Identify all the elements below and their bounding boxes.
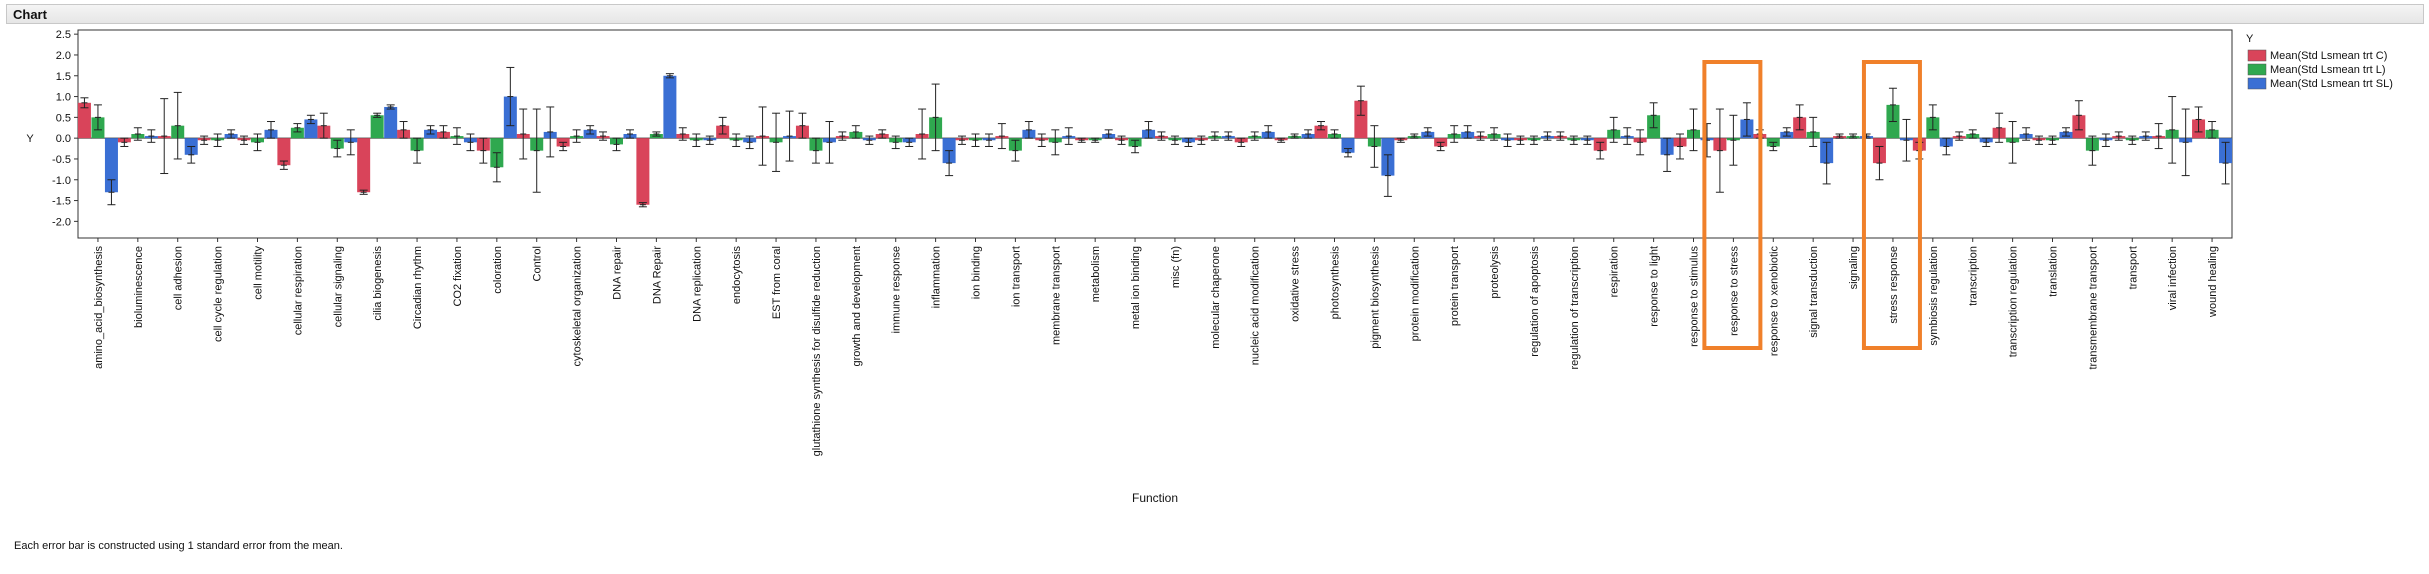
legend-entry: Mean(Std Lsmean trt L) [2270, 64, 2386, 76]
x-tick-label: response to xenobiotic [1768, 246, 1780, 357]
y-tick-label: 1.5 [56, 71, 71, 83]
highlight-box [1861, 60, 1922, 350]
x-tick-label: pigment biosynthesis [1369, 246, 1381, 349]
x-tick-label: CO2 fixation [452, 246, 464, 307]
x-tick-label: misc (fn) [1170, 246, 1182, 288]
x-tick-label: protein modification [1409, 246, 1421, 341]
x-tick-label: bioluminescence [133, 246, 145, 328]
x-tick-label: oxidative stress [1290, 246, 1302, 322]
x-tick-label: DNA Repair [651, 246, 663, 304]
y-tick-label: 0.0 [56, 133, 71, 145]
legend: Y Mean(Std Lsmean trt C) Mean(Std Lsmean … [2246, 33, 2393, 90]
x-tick-label: molecular chaperone [1210, 246, 1222, 349]
x-tick-label: cilia biogenesis [372, 246, 384, 321]
x-tick-label: transmembrane transport [2087, 246, 2099, 370]
x-tick-label: signal transduction [1808, 246, 1820, 338]
x-tick-label: growth and development [851, 246, 863, 366]
x-tick-label: regulation of transcription [1569, 246, 1581, 370]
bar [636, 138, 650, 205]
bar [77, 102, 91, 139]
highlight-boxes [1702, 60, 1922, 350]
x-tick-label: ion transport [1010, 246, 1022, 307]
bar [1314, 125, 1328, 139]
y-axis-label: Y [26, 133, 34, 145]
legend-swatch [2247, 49, 2267, 62]
x-tick-label: endocytosis [731, 246, 743, 305]
legend-entry: Mean(Std Lsmean trt SL) [2270, 78, 2393, 90]
y-axis: 2.5 2.0 1.5 1.0 0.5 0.0 -0.5 -1.0 -1.5 -2.0 [52, 29, 78, 228]
bar [357, 138, 371, 193]
x-tick-label: regulation of apoptosis [1529, 246, 1541, 357]
y-tick-label: 0.5 [56, 112, 71, 124]
x-tick-label: transcription regulation [2008, 246, 2020, 357]
x-tick-label: cellular signaling [332, 246, 344, 327]
y-tick-label: -2.0 [52, 216, 71, 228]
x-tick-label: viral infection [2167, 246, 2179, 310]
x-tick-label: amino_acid_biosynthesis [93, 246, 105, 369]
y-tick-label: -0.5 [52, 154, 71, 166]
bar [277, 138, 291, 166]
x-tick-label: DNA repair [612, 246, 624, 300]
y-tick-label: 1.0 [56, 92, 71, 104]
bar [663, 75, 677, 139]
x-tick-label: cellular respiration [292, 246, 304, 335]
x-tick-label: transcription [1968, 246, 1980, 306]
x-tick-label: ion binding [971, 246, 983, 299]
x-tick-label: cell adhesion [173, 246, 185, 310]
x-tick-label: photosynthesis [1330, 246, 1342, 320]
x-tick-label: protein transport [1449, 246, 1461, 326]
x-tick-label: proteolysis [1489, 246, 1501, 299]
x-axis: amino_acid_biosynthesis bioluminescence ce… [93, 238, 2219, 456]
x-tick-label: transport [2127, 246, 2139, 289]
x-tick-label: signaling [1848, 246, 1860, 289]
x-tick-label: cell motility [253, 246, 265, 300]
x-tick-label: cytoskeletal organization [572, 246, 584, 366]
x-tick-label: glutathione synthesis for disulfide redu… [811, 246, 823, 456]
legend-swatch [2247, 77, 2267, 90]
x-tick-label: membrane transport [1050, 246, 1062, 345]
x-tick-label: symbiosis regulation [1928, 246, 1940, 346]
window-title: Chart [13, 7, 47, 22]
legend-entry: Mean(Std Lsmean trt C) [2270, 50, 2387, 62]
x-tick-label: Control [532, 246, 544, 281]
bars-layer [77, 75, 2233, 205]
bar [290, 127, 304, 139]
x-tick-label: Circadian rhythm [412, 246, 424, 329]
x-tick-label: EST from coral [771, 246, 783, 319]
bar [104, 138, 118, 193]
x-tick-label: metabolism [1090, 246, 1102, 302]
y-tick-label: 2.0 [56, 50, 71, 62]
bar [370, 115, 384, 139]
y-tick-label: 2.5 [56, 29, 71, 41]
footnote: Each error bar is constructed using 1 st… [14, 540, 343, 552]
error-bars-layer [80, 66, 2230, 208]
x-tick-label: respiration [1609, 246, 1621, 297]
x-tick-label: response to light [1649, 246, 1661, 327]
x-tick-label: inflammation [931, 246, 943, 308]
bar [384, 106, 398, 139]
x-axis-label: Function [1132, 491, 1178, 505]
x-tick-label: DNA replication [691, 246, 703, 322]
x-tick-label: coloration [492, 246, 504, 294]
x-tick-label: wound healing [2207, 246, 2219, 318]
x-tick-label: immune response [891, 246, 903, 333]
highlight-box [1702, 60, 1763, 350]
x-tick-label: stress response [1888, 246, 1900, 324]
x-tick-label: response to stimulus [1689, 246, 1701, 347]
legend-title: Y [2246, 33, 2254, 45]
x-tick-label: nucleic acid modification [1250, 246, 1262, 365]
bar [304, 119, 318, 139]
y-tick-label: -1.5 [52, 196, 71, 208]
legend-swatch [2247, 63, 2267, 76]
bar [1341, 138, 1355, 153]
x-tick-label: translation [2048, 246, 2060, 297]
chart-title-bar: Chart [6, 4, 2424, 24]
x-tick-label: cell cycle regulation [213, 246, 225, 342]
bar [1354, 100, 1368, 139]
y-tick-label: -1.0 [52, 175, 71, 187]
x-tick-label: response to stress [1728, 246, 1740, 336]
x-tick-label: metal ion binding [1130, 246, 1142, 329]
